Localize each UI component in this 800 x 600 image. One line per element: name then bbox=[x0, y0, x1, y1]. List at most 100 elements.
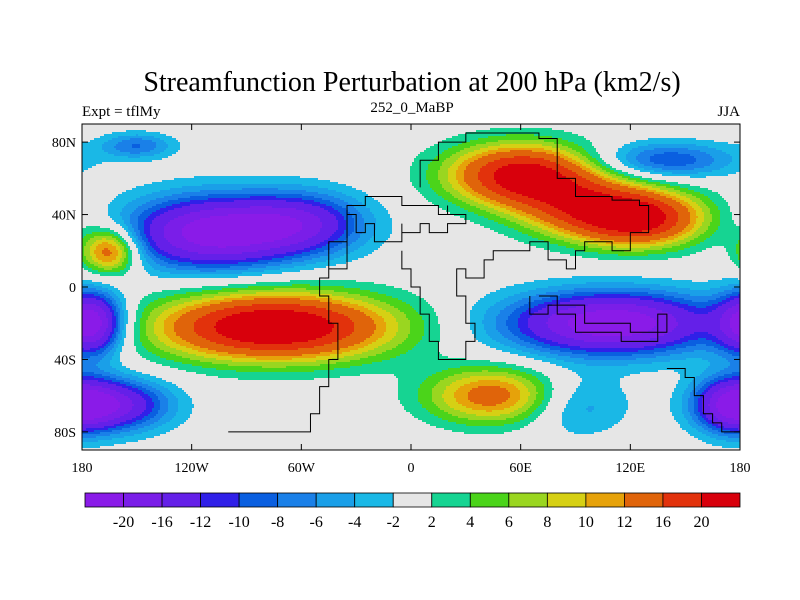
contour-cell bbox=[112, 130, 115, 133]
contour-cell bbox=[708, 130, 711, 133]
contour-cell bbox=[692, 126, 695, 129]
contour-cell bbox=[418, 128, 421, 131]
contour-cell bbox=[722, 132, 725, 135]
contour-cell bbox=[298, 132, 301, 135]
contour-cell bbox=[626, 124, 629, 127]
contour-cell bbox=[146, 134, 149, 137]
contour-cell bbox=[376, 126, 379, 129]
contour-cell bbox=[110, 132, 113, 135]
contour-cell bbox=[682, 130, 685, 133]
contour-cell bbox=[174, 126, 177, 129]
contour-cell bbox=[530, 126, 533, 129]
contour-cell bbox=[576, 126, 579, 129]
contour-cell bbox=[634, 128, 637, 131]
contour-cell bbox=[108, 130, 111, 133]
contour-cell bbox=[236, 132, 239, 135]
contour-cell bbox=[204, 128, 207, 131]
contour-cell bbox=[734, 130, 737, 133]
contour-cell bbox=[254, 134, 257, 137]
contour-cell bbox=[592, 132, 595, 135]
contour-cell bbox=[404, 126, 407, 129]
contour-cell bbox=[390, 124, 393, 127]
contour-cell bbox=[454, 130, 457, 133]
contour-cell bbox=[726, 128, 729, 131]
contour-cell bbox=[534, 126, 537, 129]
contour-cell bbox=[232, 132, 235, 135]
contour-cell bbox=[106, 132, 109, 135]
contour-cell bbox=[550, 126, 553, 129]
contour-cell bbox=[624, 124, 627, 127]
contour-cell bbox=[724, 130, 727, 133]
contour-cell bbox=[154, 132, 157, 135]
contour-cell bbox=[118, 132, 121, 135]
contour-cell bbox=[128, 134, 131, 137]
contour-cell bbox=[688, 132, 691, 135]
contour-cell bbox=[276, 126, 279, 129]
contour-cell bbox=[218, 134, 221, 137]
contour-cell bbox=[266, 124, 269, 127]
contour-cell bbox=[622, 124, 625, 127]
period-label: 252_0_MaBP bbox=[370, 100, 453, 116]
contour-cell bbox=[582, 128, 585, 131]
contour-cell bbox=[90, 128, 93, 131]
contour-cell bbox=[126, 130, 129, 133]
contour-cell bbox=[188, 134, 191, 137]
contour-cell bbox=[528, 126, 531, 129]
contour-cell bbox=[308, 128, 311, 131]
contour-cell bbox=[184, 134, 187, 137]
contour-cell bbox=[476, 130, 479, 133]
contour-cell bbox=[736, 128, 739, 131]
contour-cell bbox=[156, 124, 159, 127]
contour-cell bbox=[92, 130, 95, 133]
contour-cell bbox=[250, 128, 253, 131]
contour-cell bbox=[438, 130, 441, 133]
contour-cell bbox=[138, 130, 141, 133]
contour-cell bbox=[242, 132, 245, 135]
contour-cell bbox=[246, 124, 249, 127]
contour-cell bbox=[128, 130, 131, 133]
contour-cell bbox=[300, 130, 303, 133]
contour-cell bbox=[430, 126, 433, 129]
contour-cell bbox=[574, 132, 577, 135]
contour-cell bbox=[296, 124, 299, 127]
contour-cell bbox=[214, 132, 217, 135]
contour-cell bbox=[318, 134, 321, 137]
contour-cell bbox=[464, 130, 467, 133]
contour-cell bbox=[698, 130, 701, 133]
contour-cell bbox=[90, 130, 93, 133]
contour-cell bbox=[314, 128, 317, 131]
contour-cell bbox=[278, 124, 281, 127]
contour-cell bbox=[452, 126, 455, 129]
contour-cell bbox=[206, 134, 209, 137]
contour-cell bbox=[330, 130, 333, 133]
contour-cell bbox=[232, 124, 235, 127]
contour-cell bbox=[384, 126, 387, 129]
contour-cell bbox=[178, 132, 181, 135]
contour-cell bbox=[624, 132, 627, 135]
contour-cell bbox=[542, 128, 545, 131]
contour-cell bbox=[130, 132, 133, 135]
contour-cell bbox=[340, 128, 343, 131]
contour-cell bbox=[666, 132, 669, 135]
contour-cell bbox=[558, 124, 561, 127]
contour-cell bbox=[712, 130, 715, 133]
contour-cell bbox=[692, 128, 695, 131]
contour-cell bbox=[452, 132, 455, 135]
contour-cell bbox=[112, 134, 115, 137]
contour-cell bbox=[296, 126, 299, 129]
contour-cell bbox=[424, 124, 427, 127]
contour-cell bbox=[458, 126, 461, 129]
contour-cell bbox=[696, 124, 699, 127]
contour-cell bbox=[348, 132, 351, 135]
contour-cell bbox=[688, 126, 691, 129]
contour-cell bbox=[86, 124, 89, 127]
contour-cell bbox=[320, 126, 323, 129]
contour-cell bbox=[364, 126, 367, 129]
contour-cell bbox=[302, 130, 305, 133]
contour-cell bbox=[234, 126, 237, 129]
contour-cell bbox=[704, 124, 707, 127]
contour-cell bbox=[566, 128, 569, 131]
contour-cell bbox=[218, 126, 221, 129]
contour-cell bbox=[202, 124, 205, 127]
